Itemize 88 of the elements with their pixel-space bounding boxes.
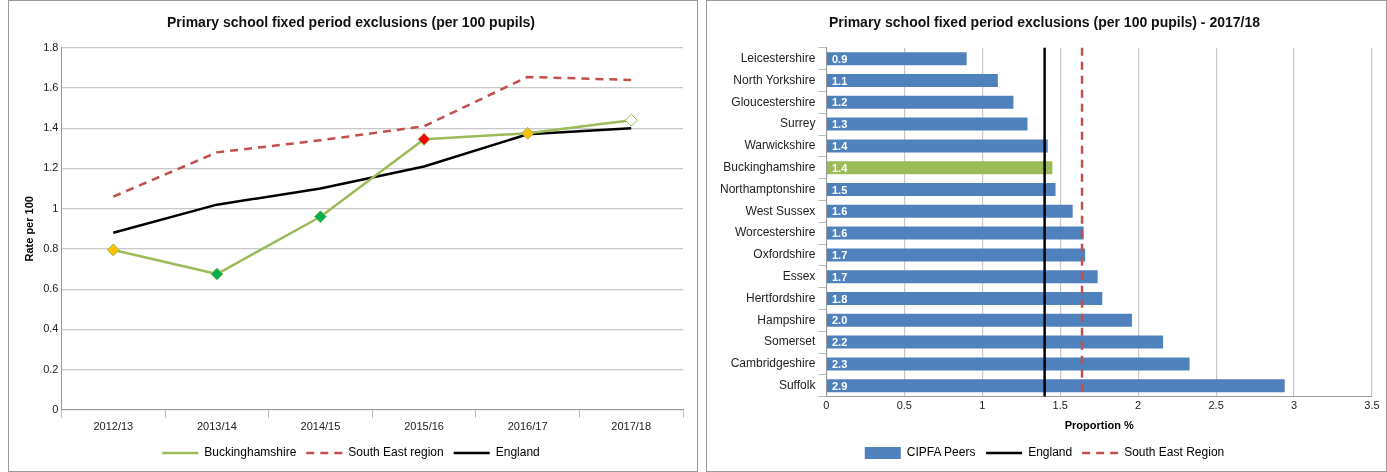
legend-label: South East Region	[1124, 445, 1225, 460]
y-axis-title: Rate per 100	[22, 196, 35, 262]
legend-label: Buckinghamshire	[204, 445, 297, 460]
y-tick-label: 1.2	[43, 161, 59, 174]
legend-label: CIPFA Peers	[906, 445, 976, 460]
bar	[826, 313, 1132, 327]
y-tick-label: Buckinghamshire	[723, 160, 816, 175]
y-tick-label: Northamptonshire	[719, 181, 816, 196]
point	[313, 210, 327, 224]
data-label: 1.2	[831, 96, 848, 109]
x-tick-label: 2.5	[1208, 399, 1224, 412]
y-tick-label: 0.4	[43, 322, 59, 335]
bar	[826, 74, 998, 87]
x-tick-label: 2016/17	[507, 420, 548, 433]
bar	[826, 52, 967, 66]
x-tick-label: 2	[1135, 399, 1142, 412]
y-tick-label: Warwickshire	[744, 138, 816, 153]
data-label: 2.9	[831, 379, 848, 392]
x-tick-label: 2014/15	[300, 420, 341, 433]
x-tick-label: 3	[1290, 399, 1298, 412]
ref-line-label: England	[1028, 445, 1073, 460]
x-tick-label: 2012/13	[93, 420, 134, 433]
y-tick-label: 1	[52, 201, 59, 214]
x-tick-label: 2015/16	[404, 420, 444, 433]
y-tick-label: West Sussex	[745, 203, 816, 218]
x-tick-label: 0	[823, 399, 830, 412]
data-label: 1.8	[831, 292, 848, 305]
x-tick-label: 2017/18	[611, 420, 652, 433]
data-label: 2.3	[831, 357, 848, 370]
y-tick-label: Cambridgeshire	[730, 356, 816, 371]
chart-title: Primary school fixed period exclusions (per 100 pupils)	[167, 14, 535, 31]
x-tick-label: 1	[979, 399, 986, 412]
bar	[826, 117, 1028, 131]
bar	[826, 139, 1048, 153]
y-tick-label: 1.8	[43, 40, 59, 53]
point	[521, 126, 535, 140]
bar	[826, 204, 1073, 218]
y-tick-label: Gloucestershire	[731, 94, 816, 109]
data-label: 1.3	[831, 118, 848, 131]
y-tick-label: 1.4	[43, 121, 59, 134]
x-axis-title: Proportion %	[1064, 419, 1134, 432]
bar	[826, 379, 1285, 393]
data-label: 1.7	[831, 248, 848, 261]
data-label: 0.9	[831, 52, 848, 65]
data-label: 1.7	[831, 270, 848, 283]
y-tick-label: 0.8	[43, 241, 59, 254]
bar	[826, 183, 1056, 196]
x-tick-label: 0.5	[896, 399, 912, 412]
data-label: 1.6	[831, 205, 848, 218]
y-tick-label: 1.6	[43, 81, 59, 94]
data-label: 1.1	[831, 74, 848, 87]
bar	[826, 95, 1014, 109]
bar	[826, 161, 1053, 175]
y-tick-label: Worcestershire	[734, 225, 816, 240]
bar	[826, 335, 1164, 349]
point	[210, 267, 224, 281]
bar	[826, 226, 1084, 240]
y-tick-label: 0.6	[43, 282, 59, 295]
legend-label: South East region	[348, 445, 444, 460]
point	[417, 132, 431, 146]
y-tick-label: Leicestershire	[740, 51, 816, 66]
y-tick-label: Essex	[782, 269, 816, 284]
point	[106, 243, 120, 257]
data-label: 1.4	[831, 161, 849, 174]
line-series	[112, 75, 633, 198]
y-tick-label: Hampshire	[757, 312, 816, 327]
bar	[826, 270, 1098, 284]
y-tick-label: Surrey	[780, 116, 816, 131]
data-label: 1.4	[831, 139, 849, 152]
y-tick-label: Hertfordshire	[746, 290, 816, 305]
data-label: 2.2	[831, 336, 848, 349]
y-tick-label: Somerset	[764, 334, 817, 349]
point	[624, 113, 638, 127]
data-label: 1.6	[831, 227, 848, 240]
bar	[826, 292, 1103, 305]
y-tick-label: Oxfordshire	[753, 247, 816, 262]
x-tick-label: 2013/14	[196, 420, 237, 433]
x-tick-label: 3.5	[1364, 399, 1380, 412]
y-tick-label: Suffolk	[778, 378, 817, 393]
legend-label: England	[495, 445, 540, 460]
data-label: 2.0	[831, 314, 848, 327]
y-tick-label: North Yorkshire	[733, 72, 816, 87]
bar	[826, 248, 1086, 262]
chart-title: Primary school fixed period exclusions (per 100 pupils) - 2017/18	[828, 14, 1261, 31]
x-tick-label: 1.5	[1052, 399, 1068, 412]
data-label: 1.5	[831, 183, 848, 196]
y-tick-label: 0.2	[43, 362, 59, 375]
bar	[826, 357, 1190, 371]
